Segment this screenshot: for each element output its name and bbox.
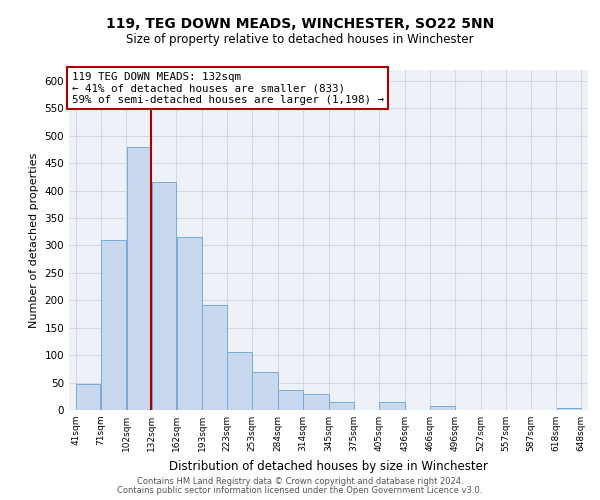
Text: Size of property relative to detached houses in Winchester: Size of property relative to detached ho… bbox=[126, 32, 474, 46]
Bar bbox=[76, 384, 100, 410]
Text: 119, TEG DOWN MEADS, WINCHESTER, SO22 5NN: 119, TEG DOWN MEADS, WINCHESTER, SO22 5N… bbox=[106, 18, 494, 32]
Bar bbox=[329, 402, 354, 410]
Bar bbox=[127, 147, 151, 410]
Y-axis label: Number of detached properties: Number of detached properties bbox=[29, 152, 39, 328]
Bar bbox=[176, 238, 202, 410]
Bar bbox=[303, 394, 329, 410]
Bar bbox=[253, 372, 278, 410]
Bar bbox=[152, 182, 176, 410]
Text: 119 TEG DOWN MEADS: 132sqm
← 41% of detached houses are smaller (833)
59% of sem: 119 TEG DOWN MEADS: 132sqm ← 41% of deta… bbox=[71, 72, 383, 105]
Bar bbox=[430, 406, 455, 410]
Text: Contains HM Land Registry data © Crown copyright and database right 2024.: Contains HM Land Registry data © Crown c… bbox=[137, 477, 463, 486]
Bar bbox=[557, 408, 581, 410]
Bar bbox=[101, 240, 126, 410]
Bar bbox=[379, 402, 404, 410]
Bar bbox=[202, 304, 227, 410]
Bar bbox=[227, 352, 252, 410]
X-axis label: Distribution of detached houses by size in Winchester: Distribution of detached houses by size … bbox=[169, 460, 488, 472]
Text: Contains public sector information licensed under the Open Government Licence v3: Contains public sector information licen… bbox=[118, 486, 482, 495]
Bar bbox=[278, 390, 303, 410]
